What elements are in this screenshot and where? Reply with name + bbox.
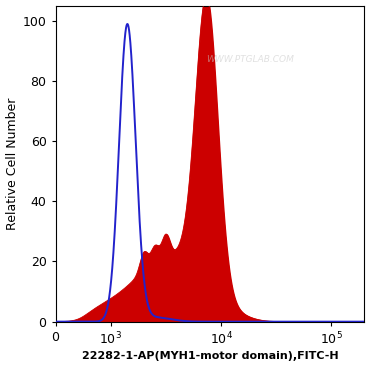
Y-axis label: Relative Cell Number: Relative Cell Number <box>6 97 18 230</box>
X-axis label: 22282-1-AP(MYH1-motor domain),FITC-H: 22282-1-AP(MYH1-motor domain),FITC-H <box>82 352 338 361</box>
Text: WWW.PTGLAB.COM: WWW.PTGLAB.COM <box>206 55 294 64</box>
